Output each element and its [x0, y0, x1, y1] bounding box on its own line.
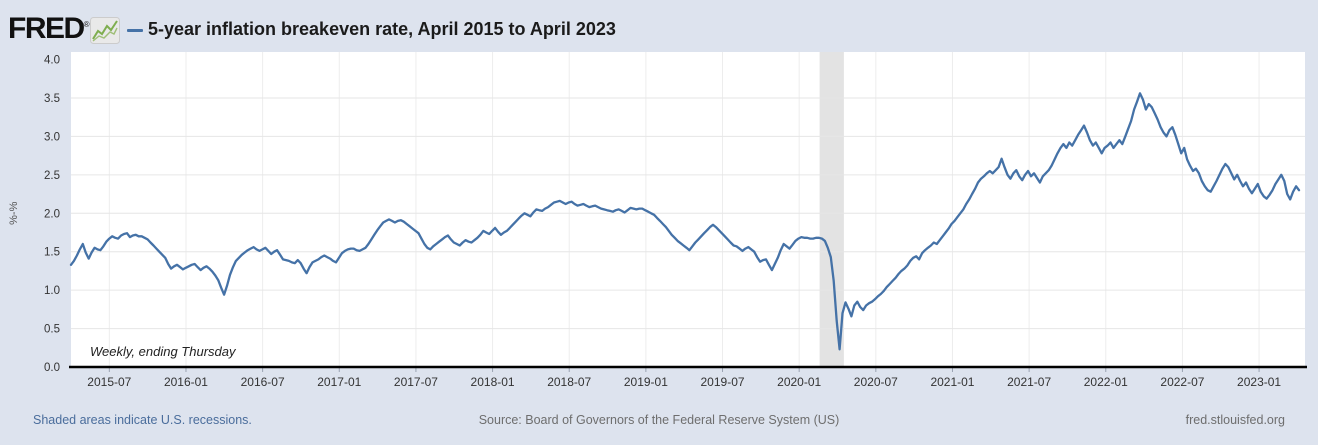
source-text: Source: Board of Governors of the Federa… — [478, 413, 840, 427]
y-tick-label: 4.0 — [44, 55, 60, 67]
x-tick-label: 2017-01 — [317, 375, 361, 389]
registered-mark: ® — [83, 20, 90, 29]
x-tick-label: 2020-01 — [777, 375, 821, 389]
chart-area: 0.0 0.5 1.0 1.5 2.0 2.5 3.0 3.5 4.0 %-% 2015-07 201… — [0, 50, 1318, 400]
chart-svg: 0.0 0.5 1.0 1.5 2.0 2.5 3.0 3.5 4.0 %-% 2015-07 201… — [8, 52, 1307, 389]
recession-note-link[interactable]: Shaded areas indicate U.S. recessions. — [33, 413, 252, 427]
data-line — [69, 92, 1301, 351]
x-tick-label: 2019-01 — [624, 375, 668, 389]
x-tick-label: 2021-07 — [1007, 375, 1051, 389]
fred-sparkline-logo-icon — [90, 17, 120, 44]
x-tick-label: 2018-01 — [471, 375, 515, 389]
x-tick-label: 2021-01 — [930, 375, 974, 389]
y-tick-label: 1.5 — [44, 247, 60, 259]
fred-site-link[interactable]: fred.stlouisfed.org — [1185, 413, 1285, 427]
series-legend-dash-icon — [127, 29, 143, 32]
x-tick-label: 2018-07 — [547, 375, 591, 389]
x-tick-label: 2022-01 — [1084, 375, 1128, 389]
x-tick-label: 2016-01 — [164, 375, 208, 389]
x-tick-label: 2022-07 — [1160, 375, 1204, 389]
plot-background — [71, 52, 1305, 367]
chart-title: 5-year inflation breakeven rate, April 2… — [148, 19, 616, 39]
y-tick-label: 2.0 — [44, 208, 60, 220]
x-tick-label: 2020-07 — [854, 375, 898, 389]
x-tick-label: 2017-07 — [394, 375, 438, 389]
y-tick-label: 3.5 — [44, 93, 60, 105]
fred-logo[interactable]: FRED® — [8, 12, 90, 45]
y-tick-label: 0.5 — [44, 324, 60, 336]
x-tick-label: 2015-07 — [87, 375, 131, 389]
y-tick-label: 3.0 — [44, 131, 60, 143]
x-tick-label: 2023-01 — [1237, 375, 1281, 389]
y-tick-label: 0.0 — [44, 362, 60, 374]
footer: Shaded areas indicate U.S. recessions. S… — [0, 405, 1318, 435]
y-tick-label: 2.5 — [44, 170, 60, 182]
frequency-annotation: Weekly, ending Thursday — [90, 344, 237, 359]
y-tick-label: 1.0 — [44, 285, 60, 297]
recession-band — [819, 52, 844, 367]
y-axis-title: %-% — [8, 201, 20, 224]
x-tick-label: 2019-07 — [701, 375, 745, 389]
x-tick-label: 2016-07 — [241, 375, 285, 389]
